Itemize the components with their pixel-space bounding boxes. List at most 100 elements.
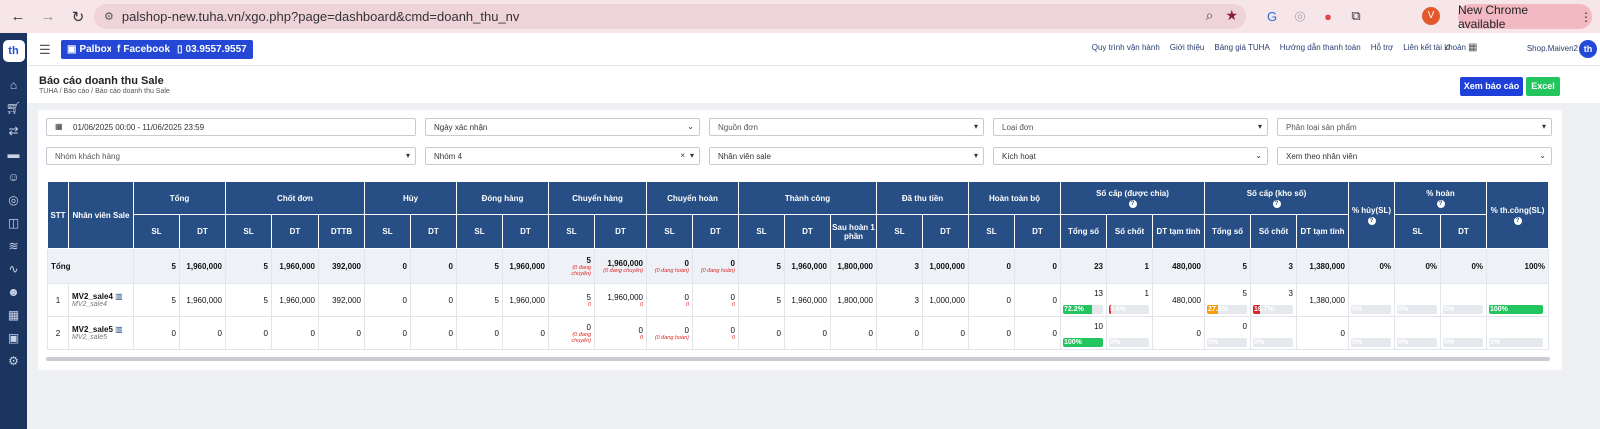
gift-icon[interactable]: ▣ xyxy=(7,331,20,345)
row-cell: 0 xyxy=(1014,283,1061,317)
source-select[interactable]: Nguồn đơn ▾ xyxy=(709,118,984,136)
url-text[interactable]: palshop-new.tuha.vn/xgo.php?page=dashboa… xyxy=(121,9,520,24)
palbox-button[interactable]: ▣ Palbox xyxy=(61,40,119,59)
truck-icon[interactable]: ▬ xyxy=(7,147,20,161)
sub-dt: DT xyxy=(271,214,319,249)
group-select[interactable]: Nhóm 4 × ▾ xyxy=(425,147,700,165)
row-stt: 2 xyxy=(47,316,69,350)
menu-toggle-icon[interactable]: ☰ xyxy=(39,42,51,57)
shop-avatar[interactable]: th xyxy=(1579,40,1597,58)
help-icon[interactable]: ? xyxy=(1367,216,1376,225)
box-icon[interactable]: ◫ xyxy=(7,216,20,230)
col-pct-tc: % th.công(SL)? xyxy=(1486,181,1549,249)
app-logo[interactable]: th xyxy=(2,40,25,62)
staff-name[interactable]: MV2_sale5 xyxy=(72,325,113,334)
view-by-select[interactable]: Xem theo nhân viên ⌄ xyxy=(1277,147,1552,165)
col-staff: Nhân viên Sale xyxy=(68,181,134,249)
link-gioi-thieu[interactable]: Giới thiệu xyxy=(1169,43,1205,52)
chart-icon[interactable]: ▥ xyxy=(112,292,123,301)
total-cell: 0 xyxy=(410,248,457,284)
activity-icon[interactable]: ∿ xyxy=(8,262,19,276)
crumb-tuha[interactable]: TUHA xyxy=(39,88,58,95)
progress-bar: 16.7% xyxy=(1253,305,1293,314)
view-report-button[interactable]: Xem báo cáo xyxy=(1460,77,1523,96)
profile-avatar[interactable]: V xyxy=(1422,7,1440,25)
total-cell: 0 (0 đang hoàn) xyxy=(692,248,739,284)
address-bar[interactable]: ⚙ palshop-new.tuha.vn/xgo.php?page=dashb… xyxy=(94,4,1246,29)
cart-icon[interactable]: 🛒︎ xyxy=(5,101,22,115)
crumb-bao-cao[interactable]: Báo cáo xyxy=(63,88,90,95)
layers-icon[interactable]: ≋ xyxy=(8,239,19,253)
reload-icon[interactable]: ↻ xyxy=(71,8,85,26)
row-cell: 1,800,000 xyxy=(830,283,877,317)
translate-extension-icon[interactable]: G xyxy=(1266,8,1278,24)
link-quy-trinh[interactable]: Quy trình vận hành xyxy=(1091,43,1160,52)
help-icon[interactable]: ? xyxy=(1436,199,1445,208)
total-cell: 5 xyxy=(225,248,272,284)
date-type-select[interactable]: Ngày xác nhận ⌄ xyxy=(425,118,700,136)
cell-note: 0 xyxy=(639,334,643,341)
exchange-icon[interactable]: ⇄ xyxy=(8,124,19,138)
excel-button[interactable]: Excel xyxy=(1526,77,1560,96)
phone-button[interactable]: ▯ 03.9557.9557 xyxy=(171,40,253,59)
col-chuyen: Chuyển hàng xyxy=(548,181,647,215)
help-icon[interactable]: ? xyxy=(1272,199,1281,208)
link-huong-dan[interactable]: Hướng dẫn thanh toán xyxy=(1279,43,1361,52)
col-pct-hoan: % hoàn? xyxy=(1394,181,1487,215)
bookmark-star-icon[interactable]: ★ xyxy=(1225,7,1238,23)
row-pct-tc: 100% xyxy=(1486,283,1549,317)
cell-note: (0 đang chuyển) xyxy=(571,331,591,344)
target-icon[interactable]: ◎ xyxy=(8,193,19,207)
order-type-select[interactable]: Loại đơn ▾ xyxy=(993,118,1268,136)
link-ho-tro[interactable]: Hỗ trợ xyxy=(1370,43,1394,52)
facebook-button[interactable]: f Facebook xyxy=(111,40,177,59)
chevron-down-icon: ⌄ xyxy=(687,122,694,131)
home-icon[interactable]: ⌂ xyxy=(9,78,18,92)
extension-icon[interactable]: ● xyxy=(1324,8,1332,24)
compass-extension-icon[interactable]: ◎ xyxy=(1294,8,1306,23)
row-staff[interactable]: MV2_sale5 ▥ MV2_sale5 xyxy=(68,316,134,350)
palbox-icon: ▣ xyxy=(67,44,77,55)
more-menu-icon[interactable]: ⋮ xyxy=(1580,9,1592,24)
horizontal-scrollbar[interactable] xyxy=(46,357,1550,361)
new-chrome-button[interactable]: New Chrome available ⋮ xyxy=(1458,3,1592,31)
sub-tongso: Tổng số xyxy=(1060,214,1107,249)
site-settings-icon[interactable]: ⚙ xyxy=(104,11,114,23)
product-class-select[interactable]: Phân loại sản phẩm ▾ xyxy=(1277,118,1552,136)
forward-icon[interactable]: → xyxy=(40,8,56,25)
zoom-icon[interactable]: ⌕ xyxy=(1205,7,1214,23)
row-staff[interactable]: MV2_sale4 ▥ MV2_sale4 xyxy=(68,283,134,317)
staff-select[interactable]: Nhân viên sale ▾ xyxy=(709,147,984,165)
help-icon[interactable]: ? xyxy=(1513,216,1522,225)
col-hoantoanbo: Hoàn toàn bộ xyxy=(968,181,1061,215)
map-icon[interactable]: ▦ xyxy=(7,308,20,322)
users-icon[interactable]: ☺ xyxy=(7,170,20,184)
col-socap-chia: Số cấp (được chia)? xyxy=(1060,181,1205,215)
back-icon[interactable]: ← xyxy=(10,8,26,25)
total-cell: 1,380,000 xyxy=(1296,248,1349,284)
extensions-puzzle-icon[interactable]: ⧉ xyxy=(1351,8,1361,23)
link-lien-ket[interactable]: Liên kết tài khoản xyxy=(1403,43,1466,52)
row-cell: 0 xyxy=(271,316,319,350)
link-bang-gia[interactable]: Bảng giá TUHA xyxy=(1214,43,1270,52)
status-select[interactable]: Kích hoạt ⌄ xyxy=(993,147,1268,165)
row-cell: 0 xyxy=(922,316,969,350)
progress-bar: 0% xyxy=(1351,305,1391,314)
date-range-input[interactable]: ▦ 01/06/2025 00:00 - 11/06/2025 23:59 xyxy=(46,118,416,136)
cell-value: 1,960,000 xyxy=(607,292,643,302)
sub-sl: SL xyxy=(876,214,923,249)
chart-icon[interactable]: ▥ xyxy=(112,325,123,334)
user-icon[interactable]: ☻ xyxy=(7,285,20,299)
calendar-icon[interactable]: ▦ xyxy=(1468,42,1478,53)
clear-icon[interactable]: × xyxy=(680,151,685,160)
help-icon[interactable]: ? xyxy=(1128,199,1137,208)
settings-icon[interactable]: ⚙ xyxy=(8,354,19,368)
shop-name[interactable]: Shop.Maiven2 xyxy=(1526,44,1578,53)
row-cell: 0 xyxy=(876,316,923,350)
customer-group-select[interactable]: Nhóm khách hàng ▾ xyxy=(46,147,416,165)
staff-name[interactable]: MV2_sale4 xyxy=(72,292,113,301)
bell-icon[interactable]: ♫ xyxy=(1444,42,1452,53)
progress-fill xyxy=(1109,305,1112,314)
row-pct-hoan-dt: 0% xyxy=(1440,283,1487,317)
